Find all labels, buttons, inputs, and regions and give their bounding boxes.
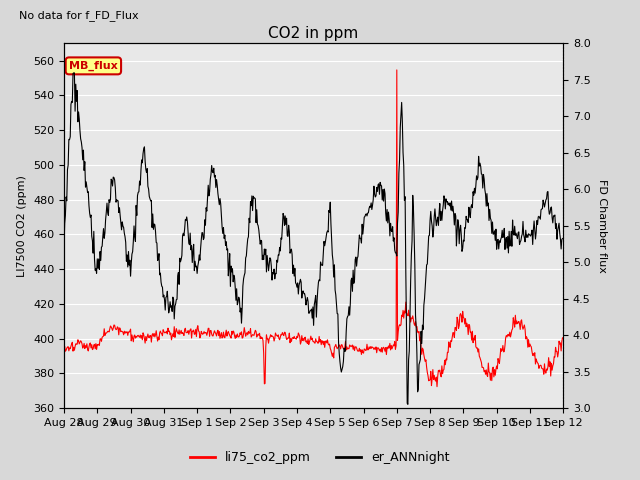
Legend: li75_co2_ppm, er_ANNnight: li75_co2_ppm, er_ANNnight xyxy=(186,446,454,469)
Text: MB_flux: MB_flux xyxy=(69,61,118,71)
Title: CO2 in ppm: CO2 in ppm xyxy=(268,25,359,41)
Y-axis label: LI7500 CO2 (ppm): LI7500 CO2 (ppm) xyxy=(17,175,28,276)
Text: No data for f_FD_Flux: No data for f_FD_Flux xyxy=(19,11,139,21)
Y-axis label: FD Chamber flux: FD Chamber flux xyxy=(597,179,607,273)
